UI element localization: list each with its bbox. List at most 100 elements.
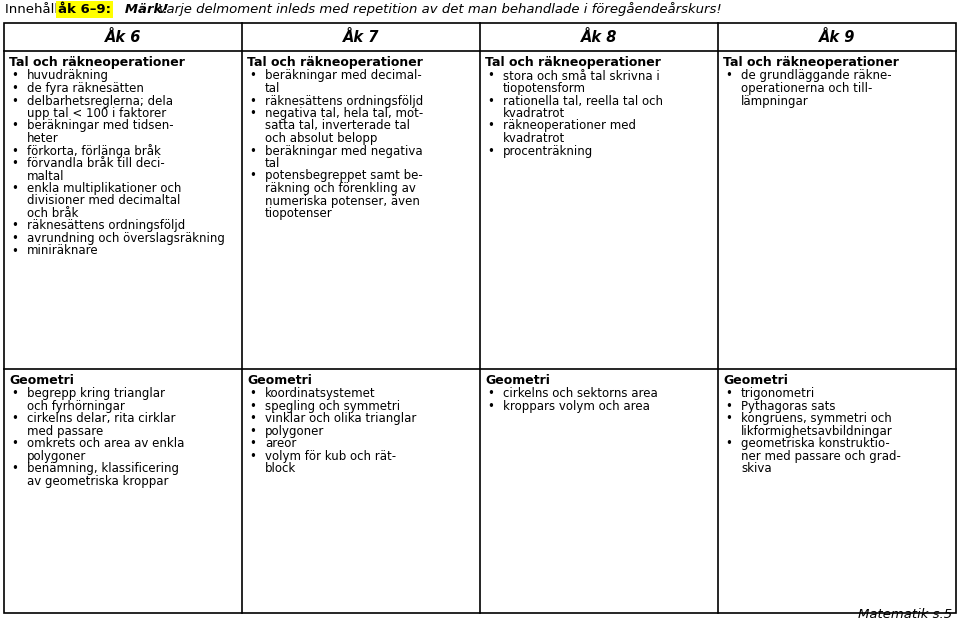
Text: geometriska konstruktio-: geometriska konstruktio-: [741, 437, 890, 450]
Text: koordinatsystemet: koordinatsystemet: [265, 387, 375, 400]
Text: •: •: [725, 387, 732, 400]
Text: Varje delmoment inleds med repetition av det man behandlade i föregåendeårskurs!: Varje delmoment inleds med repetition av…: [154, 2, 722, 16]
Text: heter: heter: [27, 132, 59, 145]
Text: likformighetsavbildningar: likformighetsavbildningar: [741, 424, 893, 438]
Text: negativa tal, hela tal, mot-: negativa tal, hela tal, mot-: [265, 107, 423, 120]
Text: förkorta, förlänga bråk: förkorta, förlänga bråk: [27, 144, 161, 159]
Text: •: •: [11, 95, 18, 107]
Text: Åk 7: Åk 7: [343, 29, 379, 45]
Text: areor: areor: [265, 437, 297, 450]
Text: •: •: [487, 144, 493, 157]
Text: •: •: [249, 424, 256, 438]
Text: tal: tal: [265, 157, 280, 170]
Text: räkneoperationer med: räkneoperationer med: [503, 120, 636, 132]
Text: Geometri: Geometri: [9, 374, 74, 386]
Text: Märk!: Märk!: [111, 3, 168, 16]
Text: •: •: [11, 157, 18, 170]
Text: Geometri: Geometri: [485, 374, 550, 386]
Text: de grundläggande räkne-: de grundläggande räkne-: [741, 70, 892, 83]
Text: •: •: [11, 232, 18, 245]
Text: •: •: [11, 387, 18, 400]
Text: upp tal < 100 i faktorer: upp tal < 100 i faktorer: [27, 107, 166, 120]
Text: delbarhetsreglerna; dela: delbarhetsreglerna; dela: [27, 95, 173, 107]
Text: •: •: [249, 399, 256, 413]
Text: och absolut belopp: och absolut belopp: [265, 132, 377, 145]
Text: •: •: [249, 95, 256, 107]
Text: kvadratrot: kvadratrot: [503, 107, 565, 120]
Text: •: •: [487, 399, 493, 413]
Text: •: •: [487, 70, 493, 83]
Text: beräkningar med decimal-: beräkningar med decimal-: [265, 70, 421, 83]
Text: avrundning och överslagsräkning: avrundning och överslagsräkning: [27, 232, 225, 245]
Text: rationella tal, reella tal och: rationella tal, reella tal och: [503, 95, 663, 107]
Text: vinklar och olika trianglar: vinklar och olika trianglar: [265, 412, 417, 425]
Text: •: •: [11, 182, 18, 195]
Text: Åk 9: Åk 9: [819, 29, 855, 45]
Text: enkla multiplikationer och: enkla multiplikationer och: [27, 182, 181, 195]
Text: stora och små tal skrivna i: stora och små tal skrivna i: [503, 70, 660, 83]
Text: räknesättens ordningsföljd: räknesättens ordningsföljd: [27, 219, 185, 233]
Text: cirkelns och sektorns area: cirkelns och sektorns area: [503, 387, 658, 400]
Text: Tal och räkneoperationer: Tal och räkneoperationer: [485, 56, 660, 69]
Text: •: •: [11, 462, 18, 475]
Text: räkning och förenkling av: räkning och förenkling av: [265, 182, 416, 195]
Text: potensbegreppet samt be-: potensbegreppet samt be-: [265, 169, 422, 182]
Text: satta tal, inverterade tal: satta tal, inverterade tal: [265, 120, 410, 132]
Text: •: •: [11, 144, 18, 157]
Text: och fyrhörningar: och fyrhörningar: [27, 399, 125, 413]
Text: miniräknare: miniräknare: [27, 245, 99, 258]
Text: •: •: [11, 437, 18, 450]
Text: Tal och räkneoperationer: Tal och räkneoperationer: [247, 56, 422, 69]
Text: volym för kub och rät-: volym för kub och rät-: [265, 450, 396, 463]
Text: maltal: maltal: [27, 169, 64, 182]
Text: •: •: [487, 387, 493, 400]
Text: cirkelns delar, rita cirklar: cirkelns delar, rita cirklar: [27, 412, 176, 425]
Text: beräkningar med negativa: beräkningar med negativa: [265, 144, 422, 157]
Text: de fyra räknesätten: de fyra räknesätten: [27, 82, 144, 95]
Text: beräkningar med tidsen-: beräkningar med tidsen-: [27, 120, 174, 132]
Text: Pythagoras sats: Pythagoras sats: [741, 399, 835, 413]
Text: förvandla bråk till deci-: förvandla bråk till deci-: [27, 157, 165, 170]
Text: •: •: [11, 245, 18, 258]
Text: polygoner: polygoner: [265, 424, 324, 438]
Text: •: •: [249, 70, 256, 83]
Text: kvadratrot: kvadratrot: [503, 132, 565, 145]
Text: •: •: [11, 219, 18, 233]
Text: Innehåll i: Innehåll i: [5, 3, 70, 16]
Text: procenträkning: procenträkning: [503, 144, 593, 157]
Text: Tal och räkneoperationer: Tal och räkneoperationer: [723, 56, 899, 69]
Text: tal: tal: [265, 82, 280, 95]
Text: •: •: [249, 450, 256, 463]
Text: •: •: [725, 70, 732, 83]
Text: av geometriska kroppar: av geometriska kroppar: [27, 475, 169, 488]
Text: •: •: [249, 144, 256, 157]
Text: begrepp kring trianglar: begrepp kring trianglar: [27, 387, 165, 400]
Text: ner med passare och grad-: ner med passare och grad-: [741, 450, 900, 463]
Text: polygoner: polygoner: [27, 450, 86, 463]
Text: •: •: [249, 387, 256, 400]
Text: Tal och räkneoperationer: Tal och räkneoperationer: [9, 56, 185, 69]
Text: operationerna och till-: operationerna och till-: [741, 82, 873, 95]
Text: •: •: [249, 169, 256, 182]
Text: •: •: [11, 82, 18, 95]
Text: kongruens, symmetri och: kongruens, symmetri och: [741, 412, 892, 425]
Text: •: •: [487, 95, 493, 107]
Text: skiva: skiva: [741, 462, 772, 475]
Text: •: •: [249, 412, 256, 425]
Text: Geometri: Geometri: [247, 374, 312, 386]
Text: divisioner med decimaltal: divisioner med decimaltal: [27, 194, 180, 208]
Text: lämpningar: lämpningar: [741, 95, 808, 107]
Text: åk 6–9:: åk 6–9:: [58, 3, 111, 16]
Text: huvudräkning: huvudräkning: [27, 70, 109, 83]
Text: Matematik s.5: Matematik s.5: [858, 608, 952, 621]
Text: •: •: [725, 412, 732, 425]
Text: och bråk: och bråk: [27, 207, 79, 220]
Text: benämning, klassificering: benämning, klassificering: [27, 462, 179, 475]
Text: tiopotenser: tiopotenser: [265, 207, 333, 220]
Text: •: •: [249, 107, 256, 120]
Text: spegling och symmetri: spegling och symmetri: [265, 399, 400, 413]
Text: kroppars volym och area: kroppars volym och area: [503, 399, 650, 413]
Text: block: block: [265, 462, 297, 475]
Text: tiopotensform: tiopotensform: [503, 82, 586, 95]
Text: •: •: [487, 120, 493, 132]
